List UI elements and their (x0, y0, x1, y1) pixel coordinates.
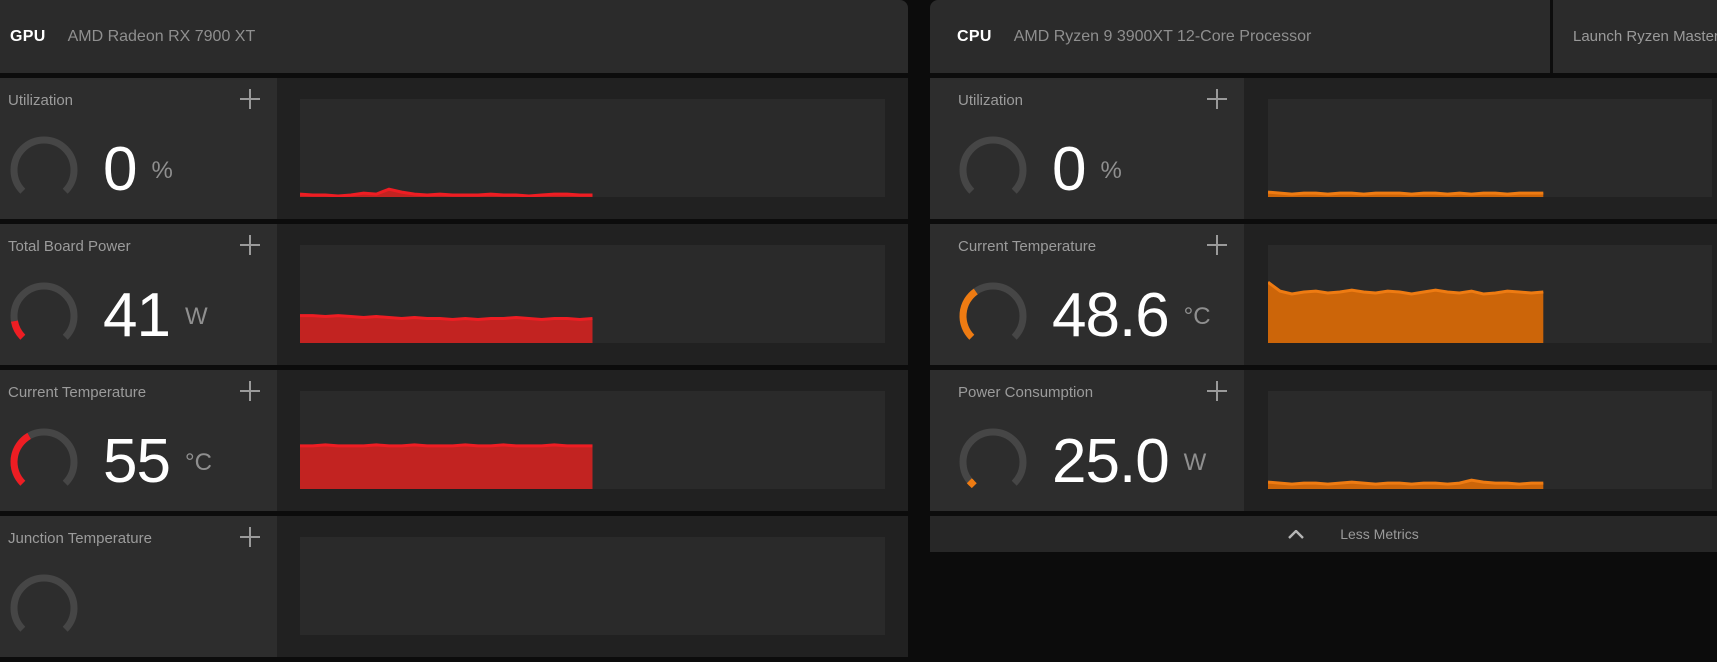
metric-unit: % (1100, 157, 1122, 184)
metric-summary: Power Consumption 25.0 W (930, 370, 1244, 511)
header-divider (1550, 0, 1553, 73)
metric-sparkline (300, 99, 885, 197)
metric-reading: 0 % (956, 133, 1122, 207)
sparkline-edge (300, 187, 593, 197)
cpu-panel: CPU AMD Ryzen 9 3900XT 12-Core Processor… (930, 0, 1717, 552)
gauge-dial-icon (10, 574, 78, 632)
metric-tile: Power Consumption 25.0 W (930, 370, 1717, 511)
cpu-device-name: AMD Ryzen 9 3900XT 12-Core Processor (1013, 27, 1312, 45)
metric-sparkline (1268, 245, 1712, 343)
metric-tile: Total Board Power 41 W (0, 224, 908, 365)
metric-value: 0 (1052, 135, 1086, 204)
metric-value: 41 (103, 281, 171, 350)
gpu-header-kind: GPU (10, 27, 46, 45)
metric-reading: 25.0 W (956, 425, 1206, 499)
add-metric-icon[interactable] (239, 380, 261, 402)
less-metrics-button[interactable]: Less Metrics (930, 516, 1717, 552)
metric-label: Utilization (8, 92, 74, 109)
metric-tile: Current Temperature 48.6 °C (930, 224, 1717, 365)
sparkline-edge (300, 443, 593, 448)
metric-unit: °C (1183, 303, 1211, 330)
metric-label: Total Board Power (8, 238, 131, 255)
sparkline-fill (300, 315, 593, 343)
sparkline-edge (1268, 478, 1544, 486)
metric-summary: Current Temperature 48.6 °C (930, 224, 1244, 365)
metric-label: Junction Temperature (8, 530, 152, 547)
metric-sparkline (300, 391, 885, 489)
sparkline-fill (1268, 282, 1544, 343)
metric-label: Power Consumption (958, 384, 1094, 401)
metric-sparkline (1268, 391, 1712, 489)
gauge-dial-icon (10, 136, 78, 194)
metric-reading (7, 571, 118, 645)
metric-summary: Current Temperature 55 °C (0, 370, 277, 511)
metric-sparkline (300, 245, 885, 343)
metric-summary: Utilization 0 % (0, 78, 277, 219)
gauge-dial-icon (959, 136, 1027, 194)
metric-label: Current Temperature (8, 384, 147, 401)
metric-label: Utilization (958, 92, 1024, 109)
add-metric-icon[interactable] (239, 88, 261, 110)
gauge-dial-icon (959, 282, 1027, 340)
cpu-panel-header: CPU AMD Ryzen 9 3900XT 12-Core Processor… (930, 0, 1717, 73)
metric-tile: Current Temperature 55 °C (0, 370, 908, 511)
metric-tile: Utilization 0 % (930, 78, 1717, 219)
less-metrics-label: Less Metrics (1340, 526, 1419, 542)
sparkline-edge (1268, 190, 1544, 196)
gpu-device-name: AMD Radeon RX 7900 XT (67, 27, 256, 45)
add-metric-icon[interactable] (239, 234, 261, 256)
gauge-dial-icon (959, 428, 1027, 489)
add-metric-icon[interactable] (239, 526, 261, 548)
gpu-panel-header: GPU AMD Radeon RX 7900 XT (0, 0, 908, 73)
metric-sparkline (1268, 99, 1712, 197)
sparkline-fill (300, 444, 593, 489)
sparkline-edge (1268, 280, 1544, 296)
chevron-up-icon (1288, 529, 1305, 539)
metric-tile: Junction Temperature (0, 516, 908, 657)
metric-summary: Total Board Power 41 W (0, 224, 277, 365)
add-metric-icon[interactable] (1206, 380, 1228, 402)
launch-ryzen-master-button[interactable]: Launch Ryzen Master (1573, 28, 1717, 45)
add-metric-icon[interactable] (1206, 88, 1228, 110)
metric-unit: W (184, 303, 208, 330)
gpu-metric-rows: Utilization 0 % Total Board Power (0, 78, 908, 657)
metric-reading: 0 % (7, 133, 173, 207)
add-metric-icon[interactable] (1206, 234, 1228, 256)
gauge-dial-icon (10, 282, 78, 340)
sparkline-edge (300, 314, 593, 322)
metric-unit: % (151, 157, 173, 184)
metric-unit: W (1183, 449, 1207, 476)
metric-value: 25.0 (1052, 427, 1170, 496)
metric-reading: 55 °C (7, 425, 212, 499)
metric-tile: Utilization 0 % (0, 78, 908, 219)
metric-label: Current Temperature (958, 238, 1097, 255)
metric-value: 55 (103, 427, 171, 496)
metric-reading: 48.6 °C (956, 279, 1211, 353)
cpu-metric-rows: Utilization 0 % Current Temperature (930, 78, 1717, 511)
metric-value: 48.6 (1052, 281, 1170, 350)
gpu-panel: GPU AMD Radeon RX 7900 XT Utilization 0 … (0, 0, 908, 657)
metric-unit: °C (184, 449, 212, 476)
cpu-header-kind: CPU (957, 27, 992, 45)
metric-summary: Utilization 0 % (930, 78, 1244, 219)
metric-reading: 41 W (7, 279, 208, 353)
metric-value: 0 (103, 135, 137, 204)
metric-summary: Junction Temperature (0, 516, 277, 657)
gauge-dial-icon (10, 428, 78, 486)
